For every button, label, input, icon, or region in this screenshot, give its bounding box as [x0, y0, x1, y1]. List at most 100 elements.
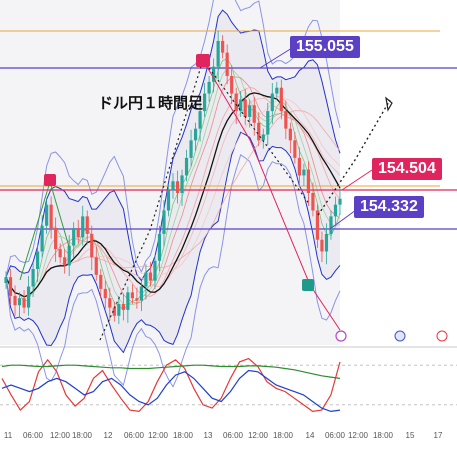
- candle-body: [130, 292, 134, 299]
- candle-body: [193, 128, 198, 141]
- candle-body: [108, 298, 112, 308]
- candlestick: [275, 81, 279, 100]
- candle-body: [198, 111, 202, 129]
- price-label-high: 155.055: [290, 36, 360, 58]
- candle-body: [311, 192, 315, 211]
- oscillator-series-2: [1, 364, 341, 379]
- candlestick: [261, 128, 265, 149]
- candle-body: [40, 225, 44, 252]
- candlestick: [180, 169, 184, 206]
- bollinger-line-2: [5, 0, 341, 278]
- x-tick-label: 06:00: [22, 431, 44, 440]
- candlestick: [257, 112, 261, 147]
- candlestick: [63, 249, 67, 274]
- projection-path: [317, 99, 391, 216]
- candle-body: [171, 181, 175, 191]
- candlestick: [239, 91, 243, 117]
- candle-body: [67, 245, 71, 266]
- candle-body: [22, 298, 26, 308]
- candle-body: [126, 292, 130, 310]
- candlestick: [266, 102, 270, 146]
- candle-body: [284, 111, 288, 129]
- moving-average-4: [5, 58, 341, 310]
- candle-body: [243, 99, 247, 117]
- candlestick: [135, 287, 139, 309]
- candlestick: [198, 102, 202, 142]
- candlestick: [270, 83, 274, 124]
- candle-body: [26, 286, 31, 308]
- candle-body: [49, 204, 53, 229]
- candle-body: [329, 216, 333, 234]
- candle-body: [261, 134, 265, 141]
- candle-body: [297, 157, 301, 176]
- candle-body: [315, 210, 320, 240]
- oscillator-series-0: [1, 357, 341, 413]
- candlestick: [103, 280, 107, 309]
- candlestick: [230, 65, 234, 105]
- candlestick: [175, 170, 180, 204]
- candle-body: [148, 272, 153, 281]
- candlestick: [31, 263, 35, 298]
- candle-body: [266, 111, 270, 135]
- projection-arrow: [385, 96, 393, 112]
- candle-body: [31, 268, 35, 287]
- bollinger-line-3: [5, 154, 341, 388]
- candlestick: [40, 215, 44, 258]
- candle-body: [112, 307, 116, 316]
- candlestick: [35, 243, 40, 282]
- x-tick-label: 06:00: [324, 431, 346, 440]
- candle-body: [306, 169, 311, 193]
- candle-body: [279, 87, 283, 112]
- x-tick-label: 14: [305, 431, 315, 440]
- candlestick: [225, 44, 229, 85]
- candlestick: [157, 225, 162, 272]
- candlestick: [81, 205, 85, 246]
- candle-body: [216, 40, 220, 67]
- candle-body: [275, 87, 279, 94]
- candlestick: [162, 199, 166, 247]
- candlestick: [130, 284, 134, 305]
- candlestick: [248, 99, 252, 128]
- candle-body: [288, 128, 292, 141]
- candlestick: [108, 287, 112, 321]
- candle-body: [293, 140, 297, 158]
- candlestick: [324, 223, 329, 265]
- candle-body: [144, 272, 148, 287]
- jp-flag-icon: [436, 330, 448, 342]
- moving-average-main: [5, 92, 341, 298]
- candle-body: [234, 93, 238, 112]
- candle-body: [103, 288, 107, 299]
- x-tick-label: 18:00: [71, 431, 93, 440]
- candlestick: [306, 161, 311, 206]
- x-tick-label: 12:00: [347, 431, 369, 440]
- candle-body: [248, 105, 252, 117]
- candle-body: [333, 204, 338, 217]
- candlestick: [184, 149, 189, 182]
- candlestick: [189, 129, 193, 167]
- marker-top: [196, 54, 210, 67]
- candlestick: [279, 79, 283, 120]
- candle-body: [157, 233, 162, 261]
- candle-body: [175, 181, 180, 193]
- candle-body: [135, 298, 139, 301]
- candle-body: [85, 216, 89, 234]
- price-label-mid: 154.504: [372, 158, 442, 180]
- candle-body: [139, 286, 144, 301]
- candle-body: [257, 122, 261, 141]
- label-connector-high: [259, 47, 293, 69]
- candle-body: [230, 76, 234, 94]
- label-connector-low: [329, 209, 357, 230]
- candlestick: [202, 83, 207, 117]
- candlestick: [320, 231, 324, 262]
- candlestick: [311, 182, 315, 217]
- candlestick: [67, 235, 71, 276]
- candlestick: [221, 35, 225, 59]
- candlestick: [94, 246, 98, 281]
- candlestick: [139, 280, 144, 312]
- candlestick: [112, 301, 116, 322]
- event-icon: [335, 330, 347, 342]
- oscillator-series-1: [1, 369, 341, 413]
- candlestick: [297, 147, 301, 184]
- trend-line-down: [202, 59, 341, 331]
- candle-body: [324, 233, 329, 252]
